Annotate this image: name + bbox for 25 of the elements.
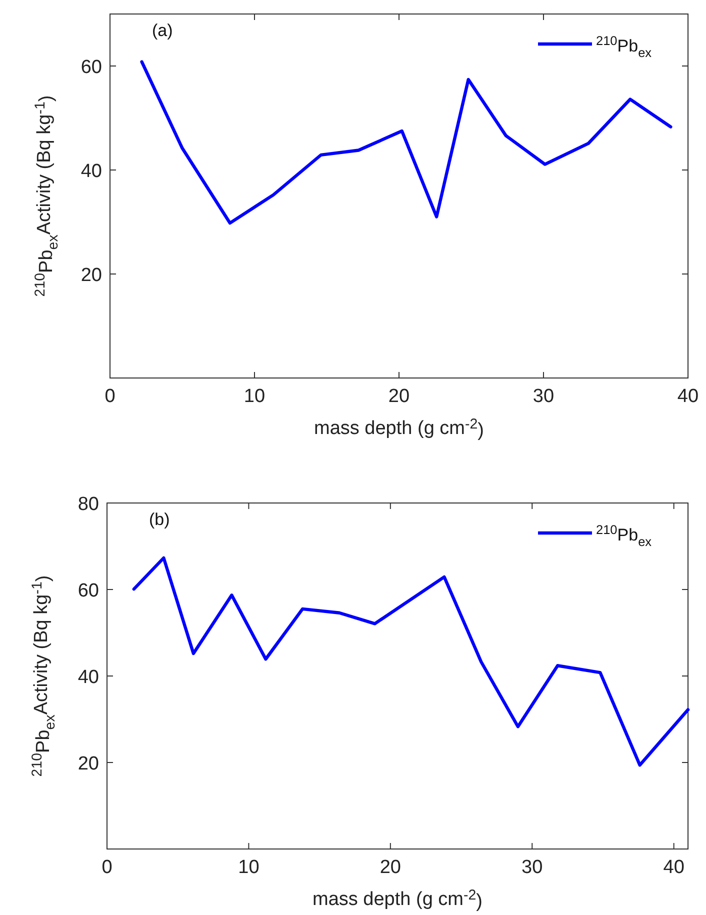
x-tick-label: 20 bbox=[380, 857, 401, 878]
x-tick-label: 10 bbox=[238, 857, 260, 878]
x-tick-label: 40 bbox=[677, 386, 699, 407]
y-tick-label: 60 bbox=[80, 57, 102, 78]
x-tick-label: 10 bbox=[244, 386, 266, 407]
x-tick-label: 20 bbox=[388, 386, 410, 407]
y-tick-label: 40 bbox=[78, 667, 99, 688]
chart-title: (a) bbox=[152, 21, 173, 40]
line-series bbox=[132, 556, 690, 767]
chart-title: (b) bbox=[149, 510, 170, 529]
x-tick-label: 30 bbox=[532, 386, 554, 407]
y-tick-label: 40 bbox=[80, 161, 102, 182]
x-axis-title: mass depth (g cm$^{-2}$) bbox=[314, 416, 484, 441]
x-axis-title: mass depth (g cm$^{-2}$) bbox=[312, 887, 482, 912]
x-tick-label: 0 bbox=[104, 386, 116, 407]
legend-label: $^{210}$Pb$_{ex}$ bbox=[596, 522, 652, 549]
y-tick-label: 20 bbox=[80, 265, 102, 286]
x-tick-label: 30 bbox=[522, 857, 543, 878]
legend-label: $^{210}$Pb$_{ex}$ bbox=[596, 32, 652, 60]
y-tick-label: 60 bbox=[78, 580, 99, 602]
line-series bbox=[140, 60, 672, 225]
y-tick-label: 20 bbox=[78, 754, 99, 774]
x-tick-label: 0 bbox=[102, 857, 112, 878]
y-tick-label: 80 bbox=[78, 494, 99, 515]
x-tick-label: 40 bbox=[663, 857, 684, 878]
